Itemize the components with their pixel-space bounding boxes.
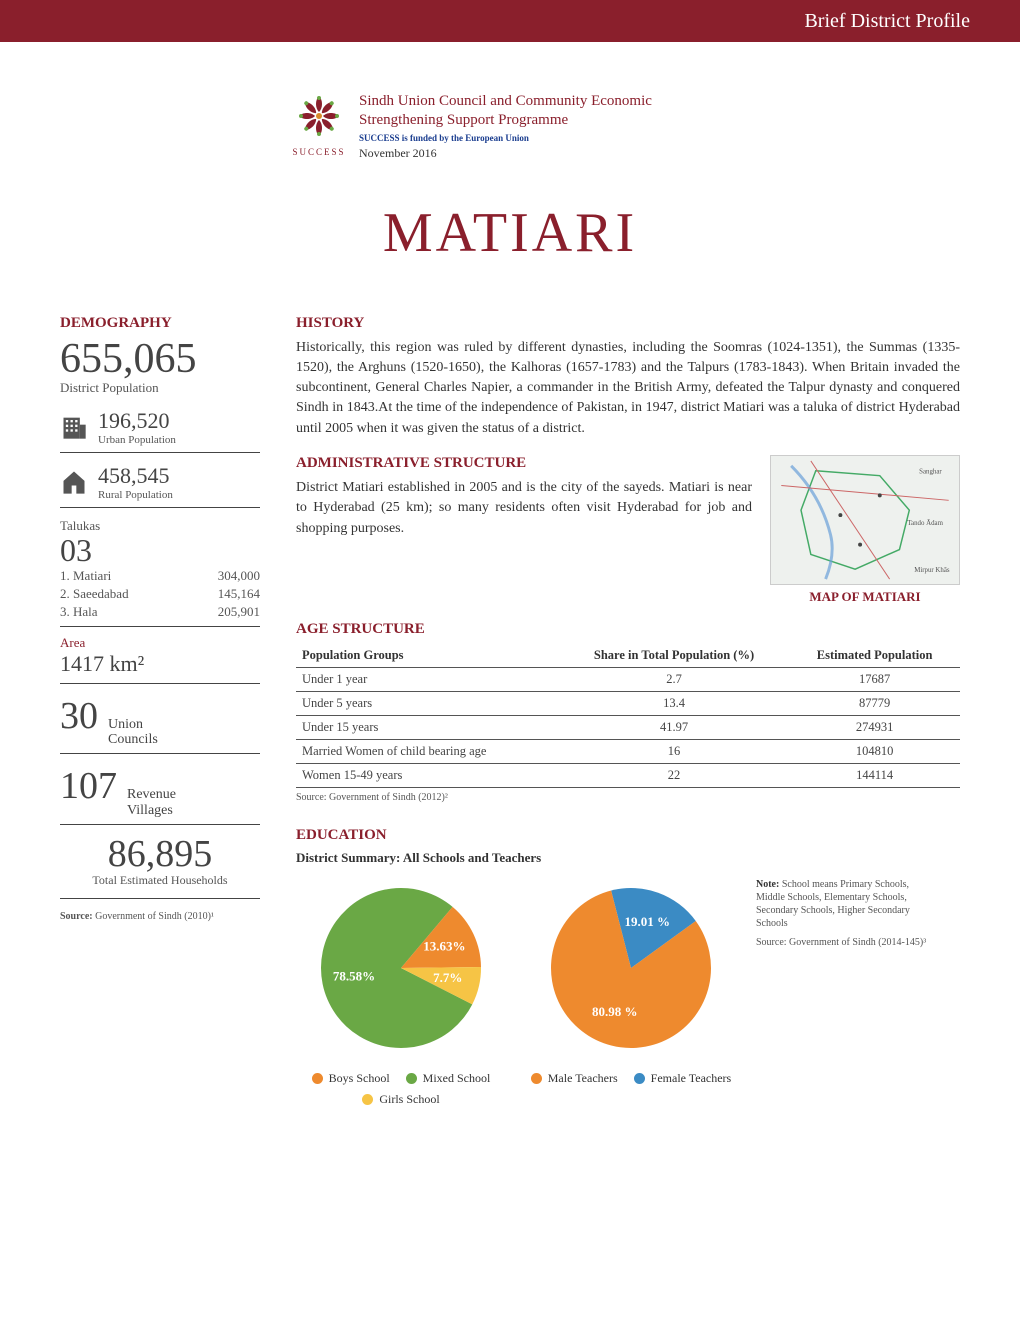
rural-population-value: 458,545	[98, 463, 173, 489]
admin-heading: ADMINISTRATIVE STRUCTURE	[296, 455, 752, 472]
district-population-value: 655,065	[60, 338, 260, 380]
map-caption: MAP OF MATIARI	[770, 589, 960, 605]
age-table-row: Married Women of child bearing age161048…	[296, 739, 960, 763]
union-councils-label: UnionCouncils	[108, 717, 158, 748]
age-table-row: Women 15-49 years22144114	[296, 763, 960, 787]
revenue-villages-value: 107	[60, 764, 117, 808]
admin-text: District Matiari established in 2005 and…	[296, 478, 752, 539]
education-note: Note: School means Primary Schools, Midd…	[756, 878, 936, 949]
svg-text:Mirpur Khās: Mirpur Khās	[914, 567, 950, 574]
demography-heading: DEMOGRAPHY	[60, 315, 260, 332]
teachers-legend: Male Teachers Female Teachers	[526, 1071, 736, 1086]
house-icon	[60, 468, 88, 496]
legend-item: Mixed School	[406, 1071, 491, 1086]
taluka-row: 3. Hala205,901	[60, 604, 260, 620]
age-table-row: Under 1 year2.717687	[296, 667, 960, 691]
taluka-row: 2. Saeedabad145,164	[60, 586, 260, 602]
union-councils-value: 30	[60, 694, 98, 738]
district-population-label: District Population	[60, 380, 260, 396]
age-heading: AGE STRUCTURE	[296, 621, 960, 638]
org-funded: SUCCESS is funded by the European Union	[359, 133, 729, 143]
org-date: November 2016	[359, 146, 729, 161]
households-value: 86,895	[60, 835, 260, 873]
logo-icon: SUCCESS	[291, 92, 347, 157]
svg-text:13.63%: 13.63%	[423, 938, 465, 953]
header-bar: Brief District Profile	[0, 0, 1020, 42]
talukas-count: 03	[60, 534, 260, 566]
education-heading: EDUCATION	[296, 827, 960, 844]
logo-row: SUCCESS Sindh Union Council and Communit…	[60, 92, 960, 161]
demography-source: Source: Government of Sindh (2010)¹	[60, 911, 260, 922]
svg-text:78.58%: 78.58%	[333, 968, 375, 983]
teachers-pie-chart: 19.01 % 80.98 %	[541, 878, 721, 1063]
urban-population-value: 196,520	[98, 408, 176, 434]
legend-item: Boys School	[312, 1071, 390, 1086]
svg-text:Tando Ādam: Tando Ādam	[907, 520, 943, 527]
rural-population-label: Rural Population	[98, 489, 173, 501]
age-table-row: Under 5 years13.487779	[296, 691, 960, 715]
households-label: Total Estimated Households	[60, 873, 260, 899]
svg-text:80.98 %: 80.98 %	[592, 1004, 638, 1019]
legend-item: Girls School	[362, 1092, 439, 1107]
history-heading: HISTORY	[296, 315, 960, 332]
legend-item: Male Teachers	[531, 1071, 618, 1086]
header-title: Brief District Profile	[804, 10, 970, 33]
legend-item: Female Teachers	[634, 1071, 732, 1086]
svg-text:Sanghar: Sanghar	[919, 469, 942, 476]
area-label: Area	[60, 635, 260, 651]
svg-text:19.01 %: 19.01 %	[625, 914, 671, 929]
urban-population-label: Urban Population	[98, 434, 176, 446]
schools-pie-chart: 78.58% 13.63% 7.7%	[311, 878, 491, 1063]
history-text: Historically, this region was ruled by d…	[296, 338, 960, 439]
revenue-villages-label: RevenueVillages	[127, 787, 176, 818]
taluka-row: 1. Matiari304,000	[60, 568, 260, 584]
demography-sidebar: DEMOGRAPHY 655,065 District Population 1…	[60, 315, 260, 1107]
logo-label: SUCCESS	[291, 147, 347, 157]
age-source: Source: Government of Sindh (2012)²	[296, 792, 960, 803]
svg-text:7.7%: 7.7%	[433, 970, 462, 985]
org-title: Sindh Union Council and Community Econom…	[359, 92, 729, 130]
district-title: MATIARI	[60, 201, 960, 265]
education-subtitle: District Summary: All Schools and Teache…	[296, 850, 960, 866]
district-map: Tando Ādam Sanghar Mirpur Khās	[770, 455, 960, 585]
age-table: Population GroupsShare in Total Populati…	[296, 644, 960, 788]
building-icon	[60, 413, 88, 441]
schools-legend: Boys School Mixed School Girls School	[296, 1071, 506, 1107]
area-value: 1417 km²	[60, 651, 260, 684]
age-table-row: Under 15 years41.97274931	[296, 715, 960, 739]
talukas-list: 1. Matiari304,000 2. Saeedabad145,164 3. H…	[60, 568, 260, 620]
